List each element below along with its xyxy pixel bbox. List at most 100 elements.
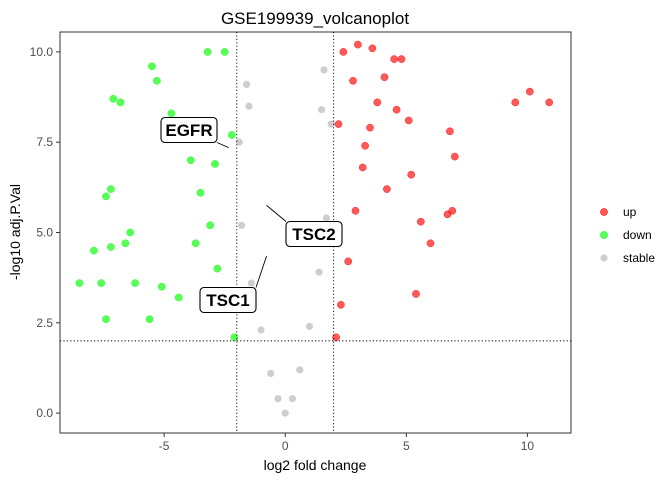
down-point — [148, 62, 156, 71]
gene-label-tsc2: TSC2 — [292, 225, 335, 244]
x-tick-label: 0 — [282, 439, 289, 453]
stable-point — [235, 138, 243, 146]
x-tick-label: 10 — [521, 439, 535, 453]
up-point — [361, 141, 369, 150]
up-point — [337, 300, 345, 309]
stable-point — [281, 409, 289, 417]
down-point — [191, 239, 200, 248]
gene-annotations: EGFR TSC2 TSC1 — [160, 116, 343, 314]
y-tick-label: 7.5 — [36, 135, 53, 149]
up-point — [404, 116, 413, 125]
y-tick-label: 2.5 — [36, 316, 53, 330]
down-point — [90, 246, 98, 255]
stable-point — [247, 279, 255, 287]
up-point — [368, 44, 377, 53]
stable-point — [315, 268, 323, 276]
stable-point — [296, 366, 304, 374]
down-point — [213, 264, 222, 273]
stable-point — [318, 106, 326, 114]
x-tick-label: 5 — [403, 439, 410, 453]
y-axis-title: -log10 adj.P.Val — [7, 184, 23, 280]
up-point — [373, 98, 382, 107]
up-point — [366, 123, 374, 132]
gene-label-egfr: EGFR — [165, 121, 212, 140]
up-point — [397, 55, 406, 63]
x-tick-label: -5 — [159, 439, 170, 453]
up-point — [344, 257, 353, 266]
stable-points-layer — [235, 66, 335, 417]
down-point — [126, 228, 135, 237]
down-point — [157, 282, 166, 291]
y-tick-label: 0.0 — [36, 406, 53, 420]
legend-key-down — [600, 231, 608, 239]
stable-point — [238, 221, 246, 229]
up-point — [349, 76, 357, 85]
legend-label-stable: stable — [623, 251, 655, 265]
down-point — [75, 279, 84, 287]
down-point — [174, 293, 183, 302]
down-point — [121, 239, 130, 248]
down-point — [211, 160, 219, 168]
stable-point — [267, 369, 275, 377]
stable-point — [242, 80, 251, 88]
stable-point — [245, 102, 253, 110]
up-point — [426, 239, 435, 248]
down-point — [102, 192, 110, 201]
down-point — [97, 279, 106, 287]
up-point — [354, 40, 362, 49]
down-point — [167, 109, 176, 118]
up-point — [390, 55, 399, 63]
stable-point — [322, 214, 330, 222]
up-point — [545, 98, 554, 107]
down-point — [196, 188, 205, 197]
up-point — [392, 105, 401, 114]
down-point — [107, 185, 115, 193]
down-point — [228, 131, 236, 139]
y-tick-label: 10.0 — [30, 45, 54, 59]
up-point — [339, 48, 348, 56]
legend-key-up — [600, 208, 608, 216]
up-point — [334, 120, 343, 128]
axis-ticks: -5 0 5 10 0.0 2.5 5.0 7.5 10.0 — [30, 45, 535, 453]
down-point — [145, 315, 154, 324]
stable-point — [257, 326, 265, 334]
up-point — [448, 206, 457, 215]
annotation-box — [160, 116, 218, 144]
down-point — [153, 76, 161, 85]
legend-key-stable — [600, 254, 608, 262]
significant-points-layer — [75, 40, 554, 342]
stable-point — [327, 120, 335, 128]
annotation-box — [285, 220, 343, 248]
up-point — [525, 87, 534, 96]
up-point — [412, 290, 420, 298]
up-point — [511, 98, 520, 107]
legend: up down stable — [600, 205, 655, 265]
legend-label-down: down — [623, 228, 652, 242]
annotation-leader-line — [216, 142, 229, 149]
y-tick-label: 5.0 — [36, 226, 53, 240]
down-point — [186, 156, 195, 165]
annotation-box — [199, 286, 257, 314]
gene-label-tsc1: TSC1 — [206, 291, 249, 310]
up-point — [383, 185, 391, 193]
stable-point — [274, 395, 282, 403]
down-point — [206, 221, 215, 230]
down-point — [107, 243, 115, 251]
chart-title: GSE199939_volcanoplot — [221, 9, 409, 28]
up-point — [380, 73, 389, 82]
legend-label-up: up — [623, 205, 637, 219]
up-point — [446, 127, 454, 136]
stable-point — [305, 322, 313, 330]
down-point — [109, 94, 118, 103]
up-point — [358, 163, 367, 172]
stable-point — [320, 66, 328, 74]
x-axis-title: log2 fold change — [264, 457, 367, 473]
down-point — [131, 279, 139, 287]
down-point — [116, 98, 125, 107]
up-point — [450, 152, 459, 161]
down-point — [220, 48, 229, 56]
threshold-lines — [60, 32, 571, 433]
down-point — [203, 48, 212, 56]
annotation-leader-line — [266, 205, 287, 222]
